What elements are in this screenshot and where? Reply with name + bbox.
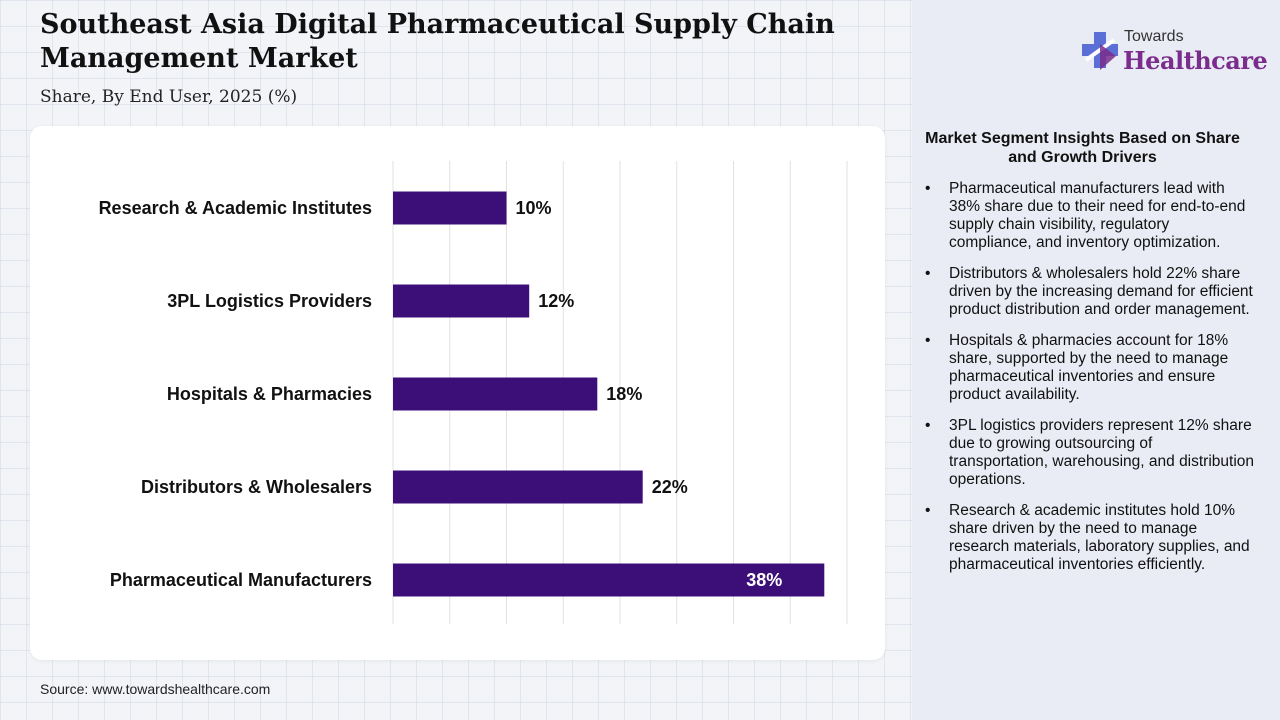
category-label: Hospitals & Pharmacies — [167, 384, 372, 404]
insight-text: Distributors & wholesalers hold 22% shar… — [949, 265, 1253, 318]
source-note: Source: www.towardshealthcare.com — [40, 681, 271, 697]
logo-text-healthcare: Healthcare — [1123, 46, 1268, 75]
value-label: 38% — [746, 570, 782, 590]
value-label: 10% — [516, 198, 552, 218]
insight-item: • Research & academic institutes hold 10%… — [925, 502, 1255, 574]
insight-text: 3PL logistics providers represent 12% sh… — [949, 417, 1255, 488]
insights-heading: Market Segment Insights Based on Share a… — [925, 130, 1240, 166]
insights-list: • Pharmaceutical manufacturers lead with … — [925, 180, 1255, 587]
insights-panel — [912, 0, 1280, 720]
value-label: 18% — [606, 384, 642, 404]
insight-text: Hospitals & pharmacies account for 18% s… — [949, 332, 1229, 403]
insight-item: • 3PL logistics providers represent 12% s… — [925, 417, 1255, 489]
bar — [393, 470, 643, 504]
chart-card: Research & Academic Institutes 10% 3PL Log… — [30, 126, 885, 660]
value-label: 12% — [538, 291, 574, 311]
category-label: Research & Academic Institutes — [99, 198, 372, 218]
bullet-icon: • — [925, 502, 931, 519]
insight-item: • Distributors & wholesalers hold 22% sha… — [925, 265, 1255, 319]
bar — [393, 191, 507, 225]
bar — [393, 284, 530, 318]
category-label: 3PL Logistics Providers — [167, 291, 372, 311]
category-label: Pharmaceutical Manufacturers — [110, 570, 372, 590]
insight-text: Pharmaceutical manufacturers lead with 3… — [949, 180, 1246, 251]
bar — [393, 563, 825, 597]
page-title: Southeast Asia Digital Pharmaceutical Su… — [40, 9, 835, 74]
insight-text: Research & academic institutes hold 10% … — [949, 502, 1250, 573]
insight-item: • Hospitals & pharmacies account for 18% … — [925, 332, 1255, 404]
bullet-icon: • — [925, 265, 931, 282]
page-subtitle: Share, By End User, 2025 (%) — [40, 87, 298, 107]
bullet-icon: • — [925, 417, 931, 434]
bullet-icon: • — [925, 332, 931, 349]
bar-chart: Research & Academic Institutes 10% 3PL Log… — [99, 161, 848, 624]
category-label: Distributors & Wholesalers — [141, 477, 372, 497]
brand-logo: Towards Healthcare — [1080, 28, 1268, 78]
logo-text-towards: Towards — [1124, 28, 1184, 45]
insight-item: • Pharmaceutical manufacturers lead with … — [925, 180, 1255, 252]
bar — [393, 377, 598, 411]
value-label: 22% — [652, 477, 688, 497]
medical-cross-icon — [1082, 32, 1118, 70]
bullet-icon: • — [925, 180, 931, 197]
